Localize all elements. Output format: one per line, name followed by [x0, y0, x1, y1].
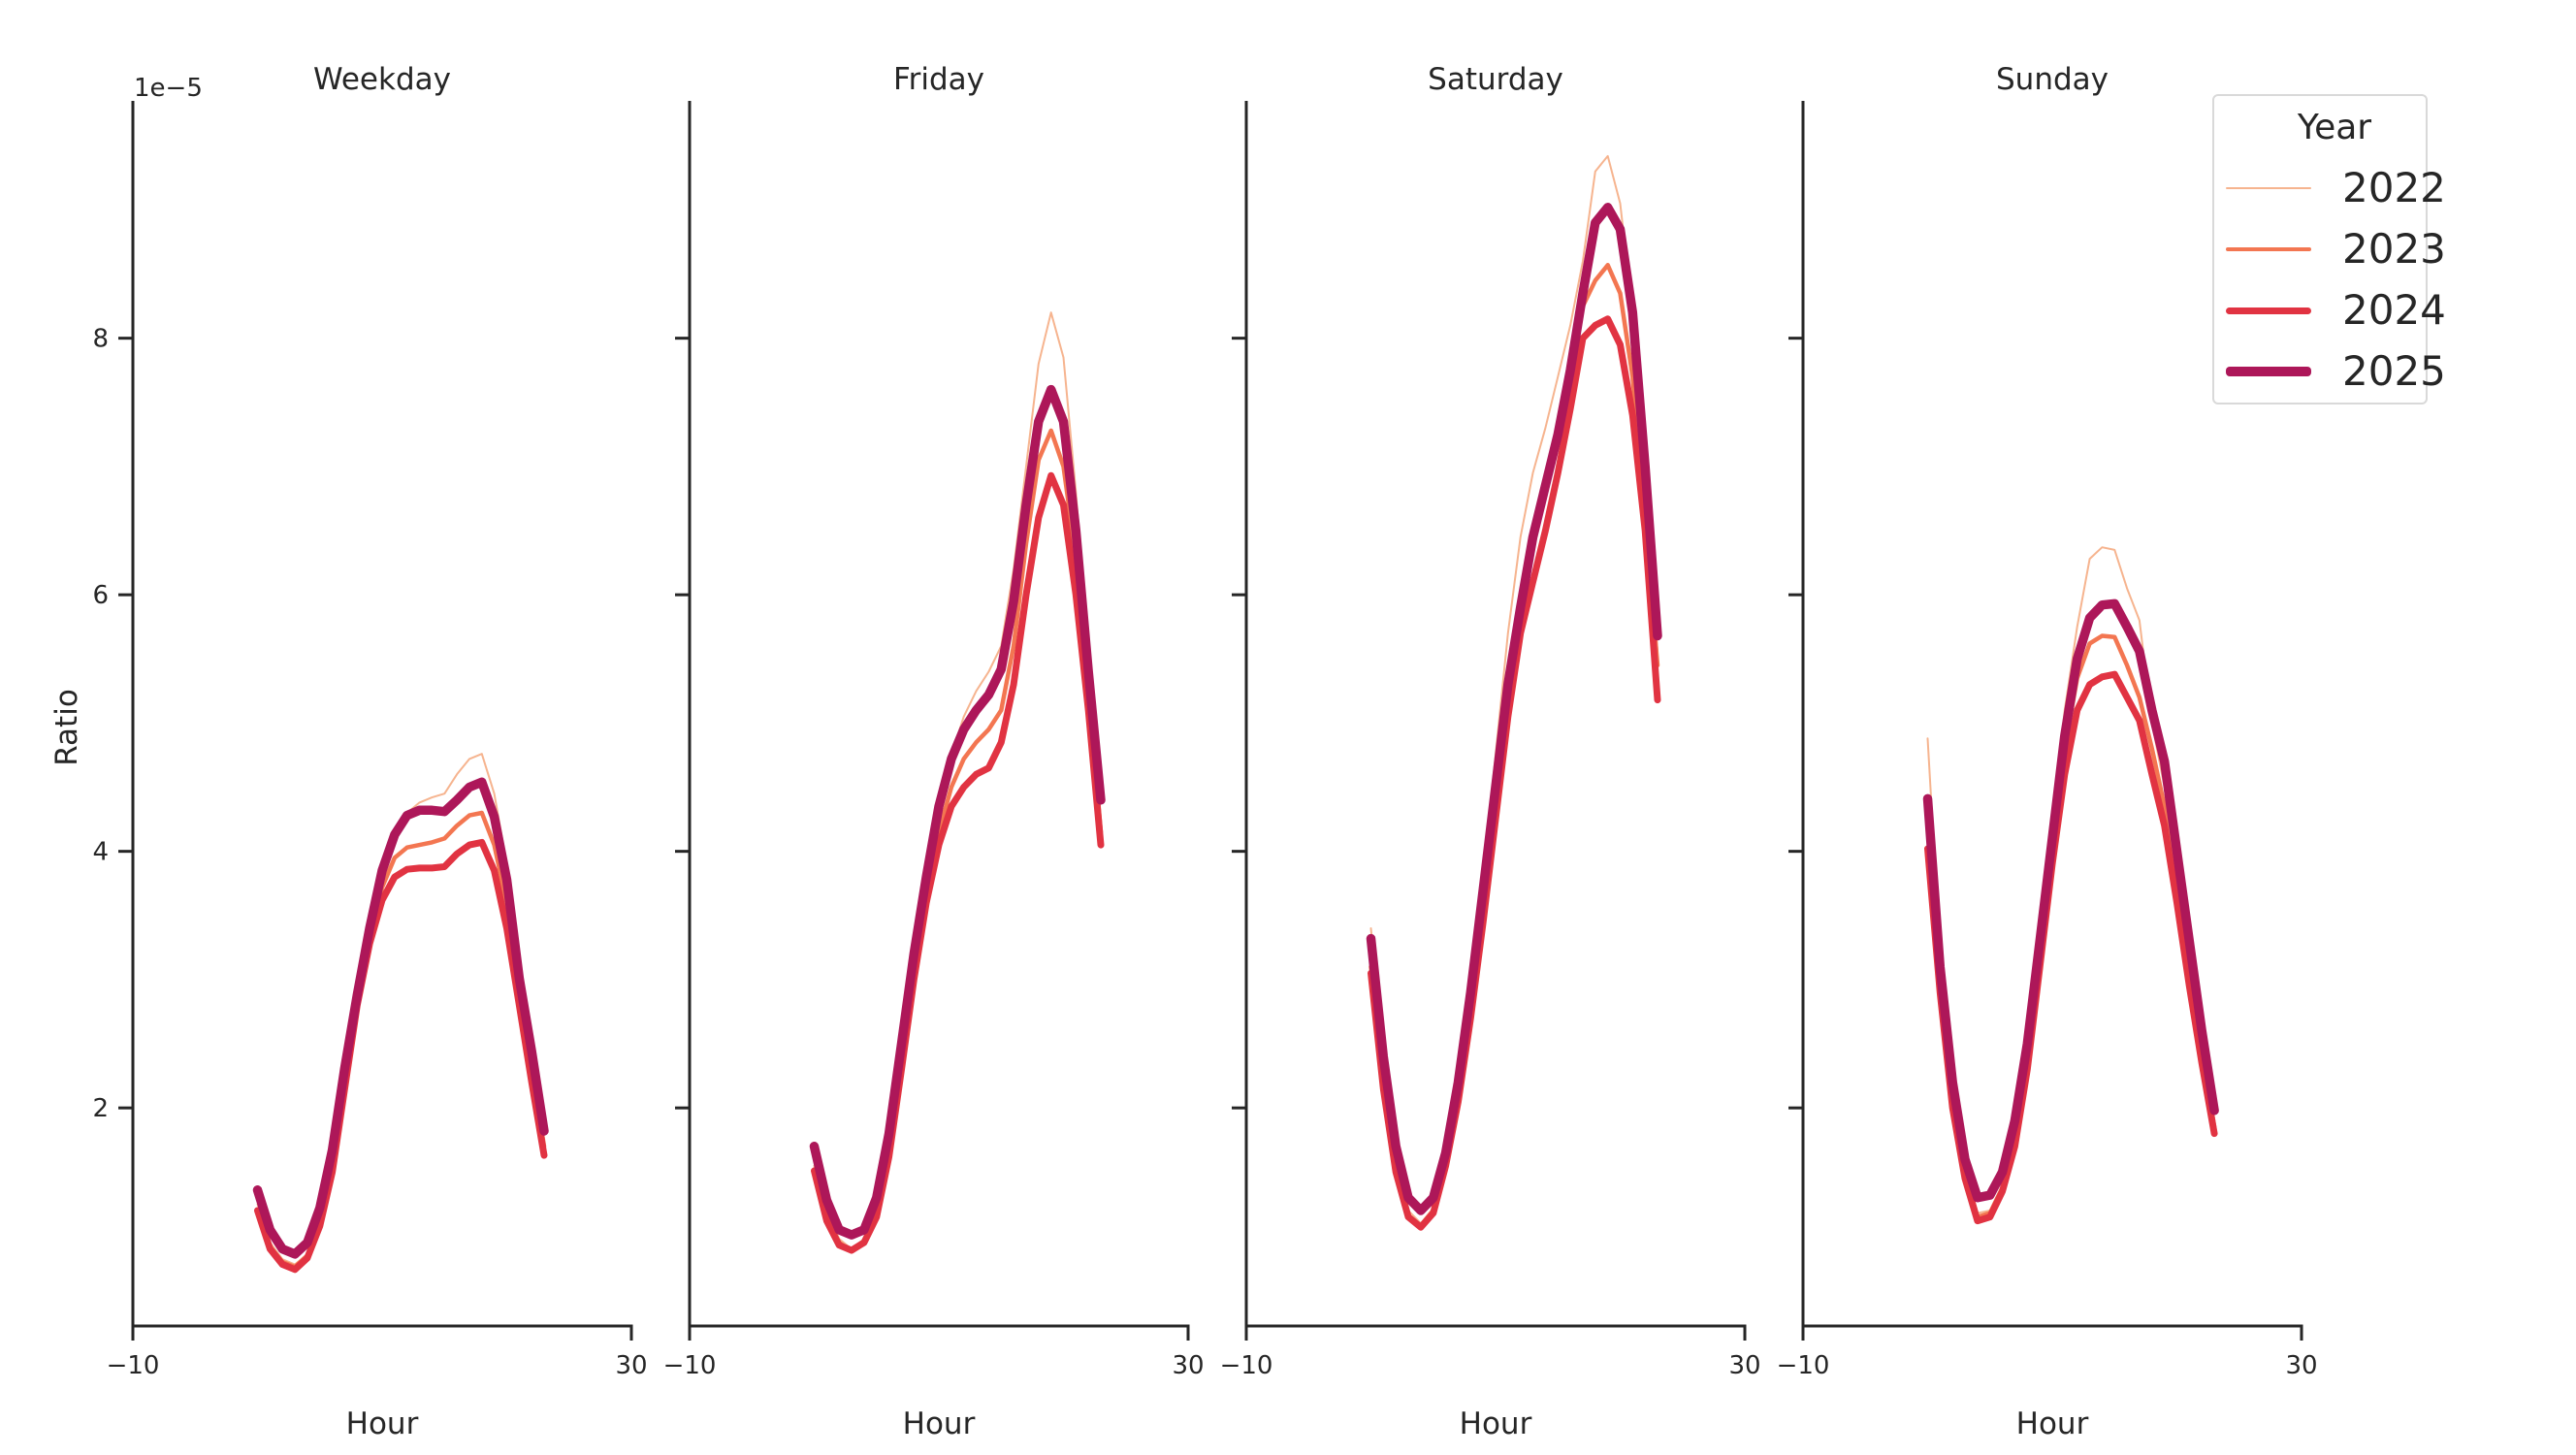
series-line-2025: [1922, 598, 2219, 1203]
x-tick-label: −10: [107, 1351, 160, 1380]
legend-item-2024: 2024: [2226, 286, 2446, 335]
panel-title: Friday: [893, 62, 984, 97]
x-axis-label: Hour: [2016, 1406, 2089, 1441]
x-axis-label: Hour: [346, 1406, 419, 1441]
y-tick-label: 6: [92, 581, 109, 610]
legend-item-2022: 2022: [2226, 164, 2446, 212]
x-axis-label: Hour: [1460, 1406, 1532, 1441]
series-line-2024: [254, 838, 548, 1274]
legend-line-swatch-icon: [2226, 246, 2311, 252]
x-tick-label: 30: [2285, 1351, 2317, 1380]
series-line-2024: [1924, 670, 2218, 1225]
panel-title: Weekday: [313, 62, 451, 97]
y-tick-label: 4: [92, 838, 109, 867]
series-line-2025: [1366, 203, 1662, 1215]
panel-title: Sunday: [1996, 62, 2109, 97]
panel-saturday: Saturday −10 30 Hour: [1220, 62, 1761, 1441]
panel-weekday: Weekday 2 4 6 8 −10 30 Hour: [92, 62, 647, 1441]
panel-title: Saturday: [1428, 62, 1563, 97]
x-tick-label: 30: [1172, 1351, 1204, 1380]
x-tick-label: −10: [1777, 1351, 1830, 1380]
y-offset-label: 1e−5: [134, 74, 203, 103]
series-line-2024: [1368, 315, 1661, 1231]
y-axis-label: Ratio: [49, 689, 84, 766]
series-line-2023: [812, 428, 1104, 1254]
x-axis-label: Hour: [903, 1406, 976, 1441]
series-line-2023: [1368, 263, 1660, 1229]
panel-sunday: Sunday −10 30 Hour: [1777, 62, 2318, 1441]
x-tick-label: 30: [1728, 1351, 1760, 1380]
y-tick-label: 8: [92, 325, 109, 354]
series-line-2023: [255, 810, 547, 1270]
series-line-2024: [811, 471, 1105, 1254]
y-tick-label: 2: [92, 1094, 109, 1123]
series-line-2025: [252, 777, 549, 1259]
legend-title: Year: [2297, 108, 2372, 147]
legend: Year 2022 2023 2024 2025: [2212, 94, 2446, 404]
legend-item-2025: 2025: [2226, 347, 2446, 396]
x-tick-label: −10: [1220, 1351, 1273, 1380]
panel-friday: Friday −10 30 Hour: [663, 62, 1205, 1441]
legend-item-2023: 2023: [2226, 225, 2446, 274]
legend-line-swatch-icon: [2226, 307, 2311, 314]
series-line-2025: [809, 384, 1106, 1240]
legend-line-swatch-icon: [2226, 367, 2311, 376]
x-tick-label: 30: [615, 1351, 647, 1380]
legend-line-swatch-icon: [2226, 187, 2311, 189]
x-tick-label: −10: [663, 1351, 717, 1380]
